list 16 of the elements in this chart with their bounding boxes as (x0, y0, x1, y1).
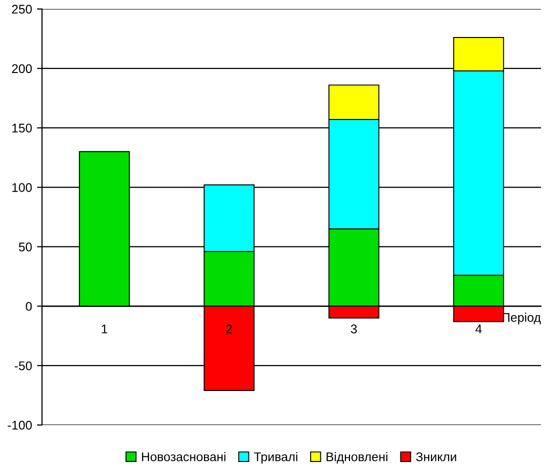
x-tick-label: 4 (475, 324, 482, 334)
y-tick-label: 250 (12, 4, 32, 14)
y-tick-label: -50 (14, 361, 32, 370)
y-tick-label: 100 (12, 183, 32, 192)
y-tick-label: 150 (12, 124, 32, 133)
x-tick-label: 3 (350, 324, 357, 334)
legend-label: Відновлені (326, 452, 388, 464)
y-tick-label: 50 (18, 242, 32, 252)
legend-label: Новозасновані (142, 452, 226, 462)
y-tick-label: 200 (12, 64, 32, 74)
x-tick-label: 1 (102, 324, 108, 334)
y-tick-label: 0 (26, 302, 32, 311)
legend-label: Зникли (416, 452, 456, 462)
y-tick-label: -100 (8, 420, 32, 430)
legend-label: Тривалі (254, 452, 298, 464)
x-tick-label: 2 (226, 324, 232, 334)
